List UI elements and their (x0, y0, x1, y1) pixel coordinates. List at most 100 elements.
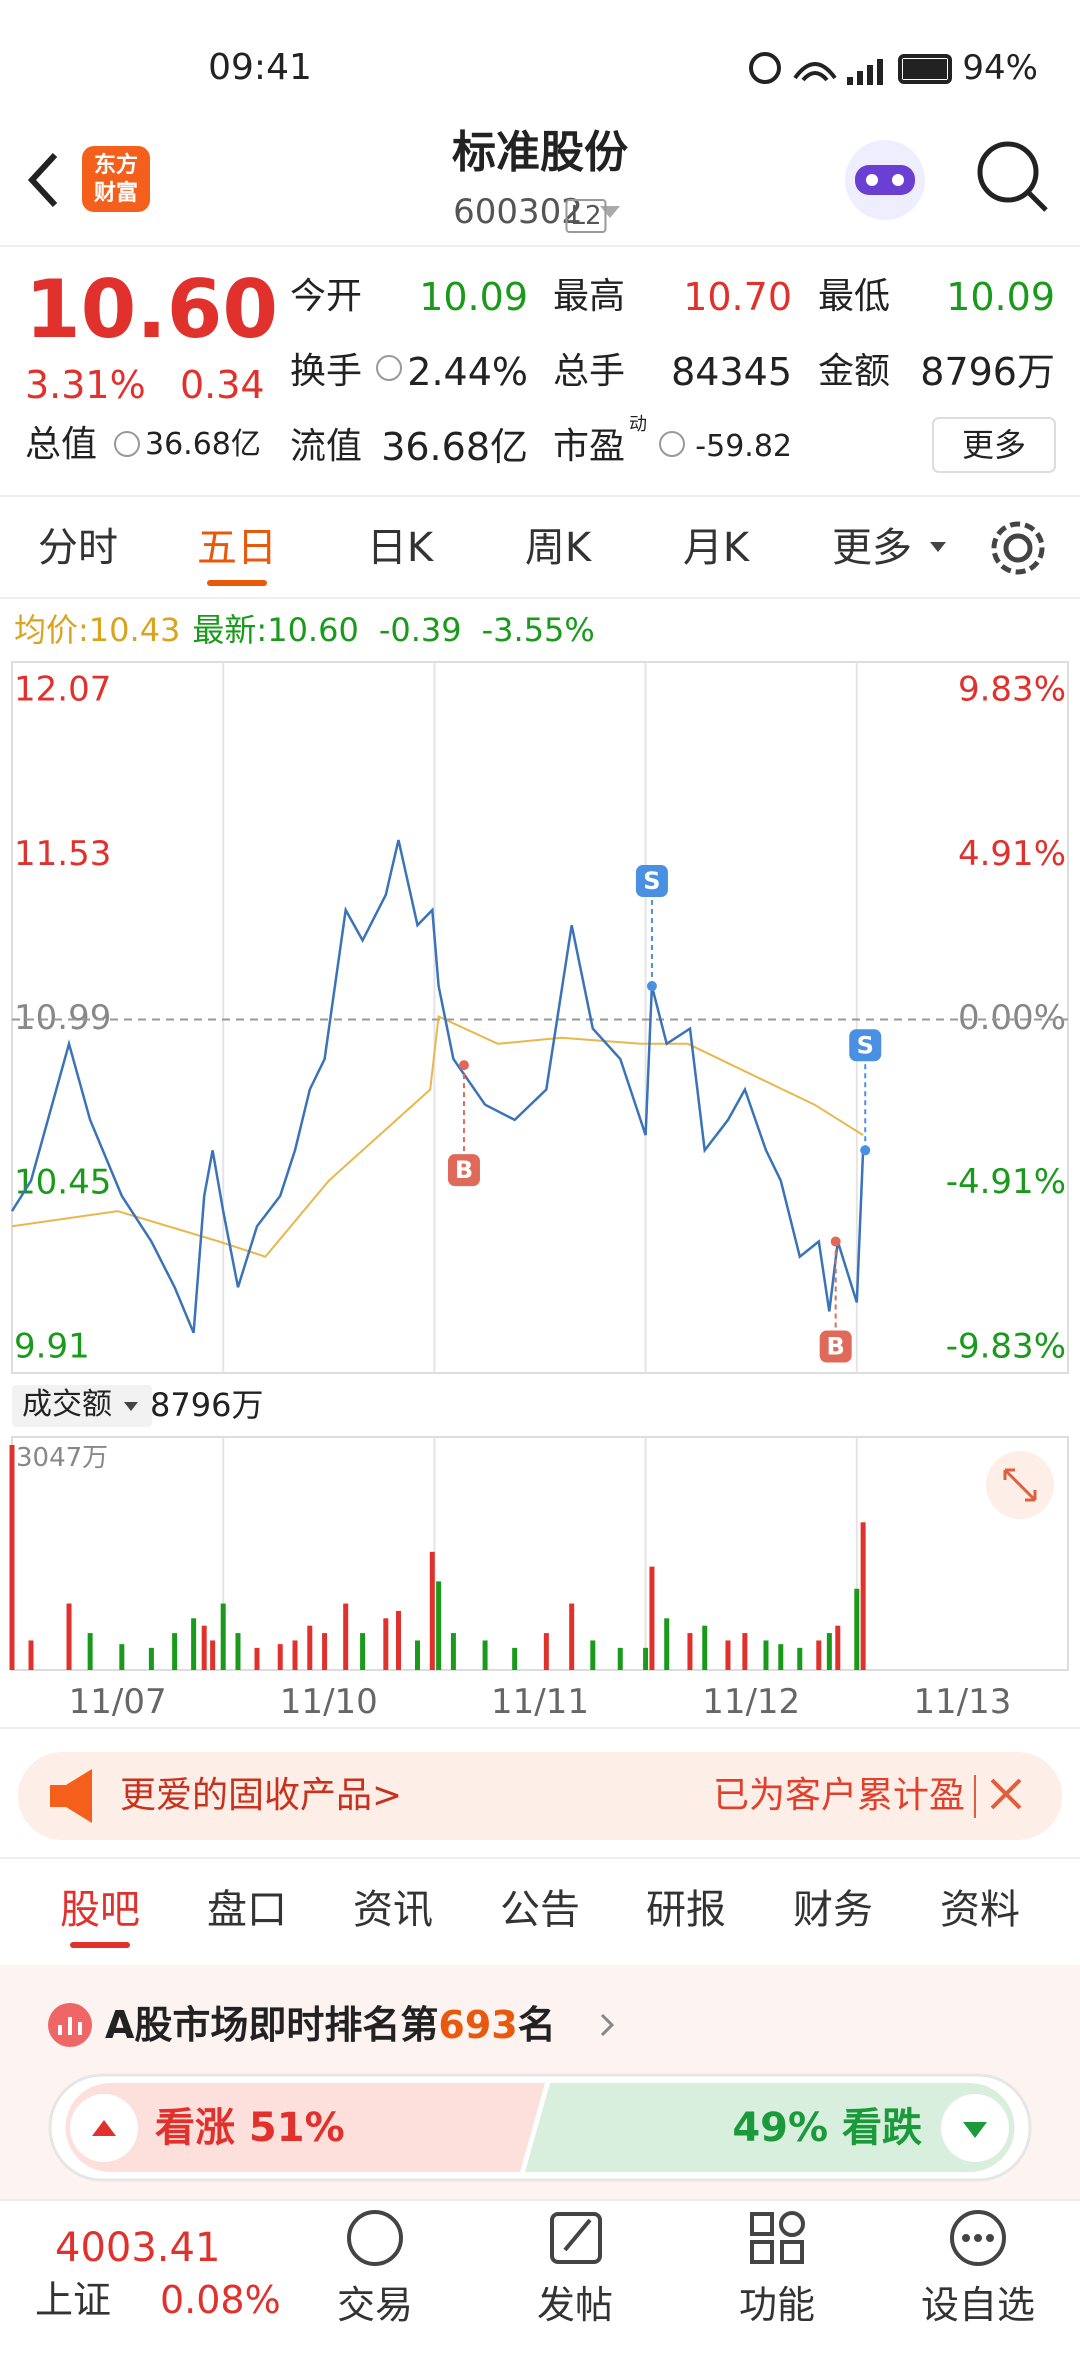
logo (82, 146, 150, 212)
content-tab[interactable]: 资料 (940, 1887, 1020, 1933)
trade-point (830, 1236, 841, 1247)
field-label: 总手 (553, 351, 626, 392)
period-tab[interactable]: 周K (524, 525, 592, 571)
stock-code: 600302 (453, 192, 583, 232)
logo-text: 东方 (93, 153, 139, 178)
x-tick-label: 11/10 (279, 1682, 378, 1722)
back-button[interactable] (27, 152, 58, 208)
volume-bar (702, 1625, 708, 1670)
field-value: 8796万 (920, 350, 1055, 394)
settings-button[interactable] (991, 521, 1045, 575)
volume-bar (343, 1603, 349, 1670)
volume-bar (9, 1445, 15, 1670)
volume-bar (649, 1566, 655, 1670)
period-tab[interactable]: 更多 (832, 525, 912, 571)
expand-button[interactable] (986, 1451, 1054, 1519)
content-tab[interactable]: 资讯 (353, 1887, 433, 1933)
content-tab[interactable]: 研报 (646, 1887, 726, 1933)
stock-name: 标准股份 (452, 127, 628, 178)
volume-bar (778, 1644, 784, 1670)
trade-badge (849, 1029, 882, 1062)
volume-bar (254, 1647, 260, 1670)
field-value: 84345 (671, 350, 792, 394)
x-tick-label: 11/13 (913, 1682, 1012, 1722)
close-button[interactable] (990, 1778, 1022, 1810)
dropdown-arrow (124, 1402, 138, 1411)
period-tab[interactable]: 分时 (38, 525, 118, 571)
content-tab[interactable]: 盘口 (207, 1887, 287, 1933)
legend-value: 10.60 (267, 611, 359, 649)
rank-prefix: A股市场即时排名第 (105, 2003, 439, 2047)
y2-tick-label: 0.00% (958, 998, 1066, 1038)
chevron (600, 2013, 615, 2037)
y-tick-label: 11.53 (14, 834, 111, 874)
vote-up[interactable] (65, 2083, 546, 2172)
field-value: 10.09 (946, 275, 1055, 319)
legend-label: 最新: (192, 611, 268, 649)
avg-price-line (11, 1015, 864, 1258)
volume-bar (292, 1640, 298, 1670)
volume-bar (360, 1633, 366, 1670)
vote-down[interactable] (525, 2083, 1015, 2172)
volume-bar (725, 1640, 731, 1670)
clock: 09:41 (208, 47, 312, 88)
volume-bar (826, 1633, 832, 1670)
volume-bar (742, 1633, 748, 1670)
content-tab[interactable]: 财务 (793, 1887, 873, 1933)
volume-bar (687, 1633, 693, 1670)
volume-bar (66, 1603, 72, 1670)
volume-bar (543, 1633, 549, 1670)
search-button[interactable] (977, 141, 1048, 212)
banner[interactable] (18, 1752, 1062, 1840)
trade-label: S (857, 1031, 874, 1059)
chart-frame (11, 661, 1069, 1374)
rank-text: A股市场即时排名第693名 (105, 2006, 556, 2044)
nav-item[interactable]: 设自选 (920, 2283, 1036, 2327)
volume-bar (816, 1640, 822, 1670)
period-tab[interactable]: 五日 (197, 525, 277, 571)
volume-bar (763, 1640, 769, 1670)
volume-selector[interactable] (12, 1385, 152, 1427)
rank-suffix: 名 (517, 2003, 556, 2047)
volume-bar (854, 1588, 860, 1670)
field-value: 2.44% (407, 350, 528, 394)
volume-label: 成交额 (22, 1387, 112, 1422)
volume-bar (172, 1633, 178, 1670)
volume-bar (617, 1647, 623, 1670)
trade-point (860, 1145, 871, 1156)
volume-bar (87, 1633, 93, 1670)
robot-avatar[interactable] (845, 140, 925, 220)
y2-tick-label: 4.91% (958, 834, 1066, 874)
index-value: 4003.41 (55, 2225, 221, 2271)
field-label: 最低 (818, 276, 891, 317)
x-tick-label: 11/12 (702, 1682, 801, 1722)
content-tab[interactable]: 股吧 (60, 1887, 140, 1933)
legend-value: -0.39 (378, 611, 462, 649)
volume-total: 8796万 (150, 1386, 264, 1424)
dropdown-arrow (930, 542, 946, 552)
content-tab[interactable]: 公告 (500, 1887, 580, 1933)
volume-bar (512, 1647, 518, 1670)
trade-badge (635, 865, 668, 898)
volume-bar (277, 1644, 283, 1670)
period-tab[interactable]: 日K (366, 525, 434, 571)
total-value-label: 总值 (25, 424, 98, 465)
more-button[interactable] (932, 417, 1056, 473)
nav-item[interactable]: 交易 (336, 2283, 414, 2327)
trade-label: B (455, 1156, 473, 1184)
volume-bar (569, 1603, 575, 1670)
y2-tick-label: -4.91% (946, 1162, 1066, 1202)
y2-tick-label: 9.83% (958, 670, 1066, 710)
volume-bar (148, 1647, 154, 1670)
field-label: 流值 (290, 426, 363, 467)
nav-item[interactable]: 功能 (738, 2283, 816, 2327)
index-change: 0.08% (160, 2278, 281, 2322)
volume-bar (860, 1522, 866, 1670)
nav-icons[interactable] (347, 2210, 1006, 2266)
period-tab[interactable]: 月K (682, 525, 750, 571)
x-tick-label: 11/11 (491, 1682, 589, 1722)
rank-icon (48, 2003, 92, 2047)
nav-item[interactable]: 发帖 (536, 2283, 614, 2327)
volume-bar (664, 1618, 670, 1670)
volume-bar (119, 1644, 125, 1670)
